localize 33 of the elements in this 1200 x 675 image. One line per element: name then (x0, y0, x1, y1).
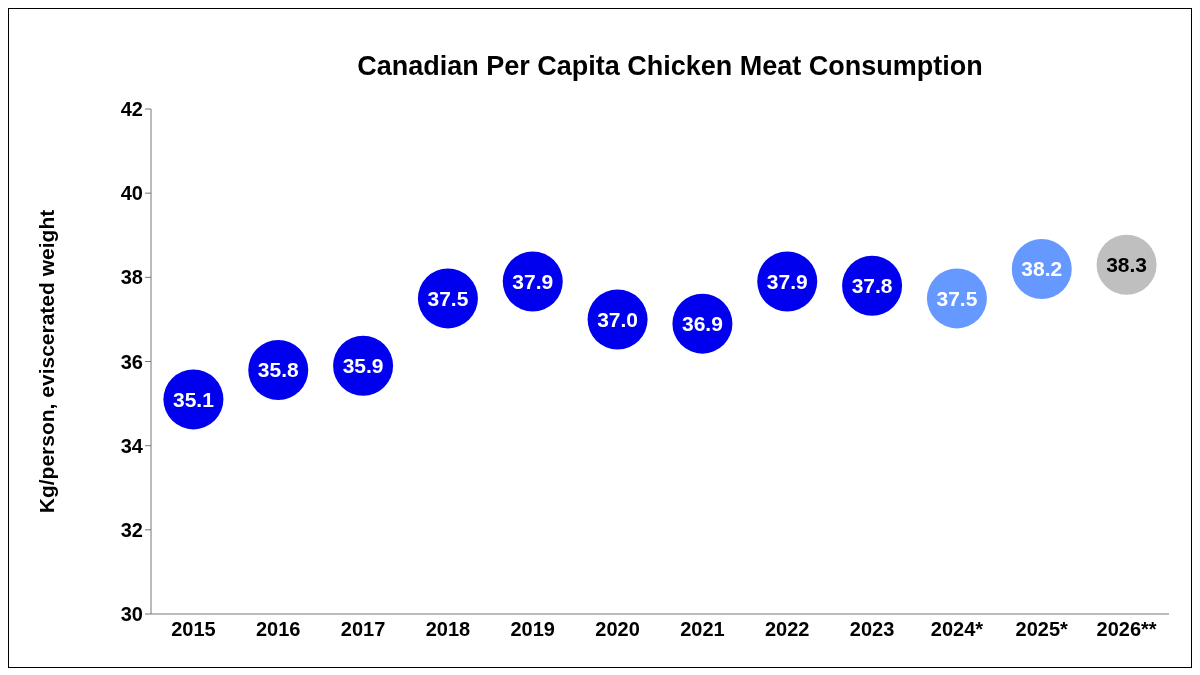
x-tick-label: 2017 (340, 618, 386, 641)
data-label: 38.3 (1106, 253, 1148, 277)
data-label: 36.9 (681, 312, 723, 336)
chart-title: Canadian Per Capita Chicken Meat Consumption (356, 51, 984, 82)
data-label: 35.9 (342, 354, 384, 378)
y-tick-label: 32 (120, 518, 143, 541)
y-axis-title: Kg/person, eviscerated weight (35, 209, 59, 514)
x-tick-label: 2019 (510, 618, 555, 641)
data-label: 35.1 (172, 387, 215, 411)
data-label: 37.8 (851, 274, 893, 298)
x-tick-label: 2020 (595, 618, 640, 641)
data-label: 35.8 (257, 358, 300, 382)
x-tick-label: 2022 (765, 618, 810, 641)
data-label: 37.9 (512, 270, 554, 294)
x-tick-label: 2024* (930, 618, 984, 641)
y-tick-label: 34 (120, 434, 144, 457)
y-tick-label: 30 (120, 603, 143, 626)
x-tick-label: 2025* (1015, 618, 1069, 641)
x-tick-label: 2026** (1096, 618, 1157, 641)
y-tick-label: 40 (120, 182, 143, 205)
x-tick-label: 2016 (256, 618, 301, 641)
data-label: 37.9 (766, 270, 808, 294)
data-label: 37.5 (936, 286, 978, 310)
y-tick-label: 36 (120, 350, 143, 373)
y-tick-label: 38 (120, 266, 143, 289)
x-tick-label: 2023 (849, 618, 895, 641)
x-tick-label: 2018 (425, 618, 471, 641)
data-label: 37.0 (597, 307, 639, 331)
data-label: 38.2 (1021, 257, 1063, 281)
x-tick-label: 2015 (171, 618, 216, 641)
data-label: 37.5 (427, 286, 469, 310)
y-tick-label: 42 (120, 98, 143, 121)
x-tick-label: 2021 (680, 618, 725, 641)
